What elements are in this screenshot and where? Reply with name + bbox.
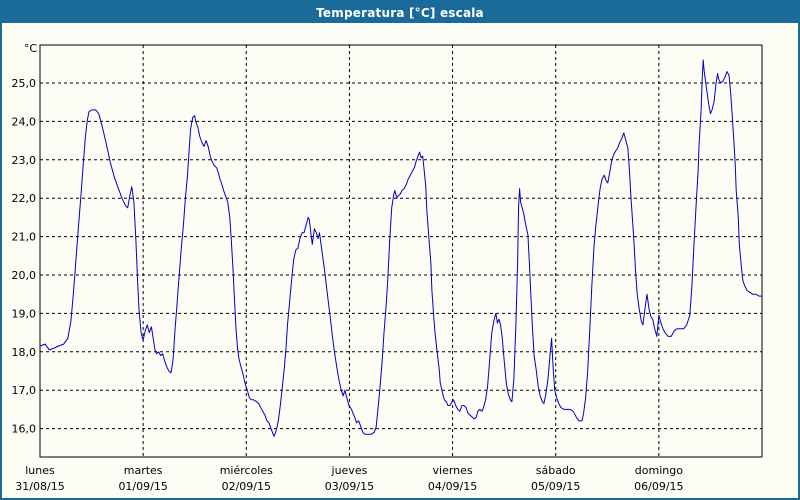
y-tick-label: 24,0 [12,115,37,128]
y-tick-label: 23,0 [12,154,37,167]
window-titlebar: Temperatura [°C] escala [2,2,798,23]
x-day-label: martes [124,464,163,477]
y-tick-label: 25,0 [12,77,37,90]
x-date-label: 04/09/15 [428,480,477,493]
y-tick-label: 20,0 [12,269,37,282]
y-unit-label: °C [24,42,38,55]
y-tick-label: 16,0 [12,423,37,436]
window-title: Temperatura [°C] escala [316,5,484,20]
y-tick-label: 17,0 [12,384,37,397]
x-day-label: domingo [635,464,683,477]
y-tick-label: 19,0 [12,307,37,320]
x-date-label: 03/09/15 [325,480,374,493]
x-date-label: 02/09/15 [222,480,271,493]
y-tick-label: 22,0 [12,192,37,205]
plot-border [39,44,763,458]
x-day-label: jueves [331,464,368,477]
x-day-label: miércoles [220,464,273,477]
x-day-label: sábado [536,464,576,477]
temperature-line [39,59,763,437]
x-date-label: 05/09/15 [531,480,580,493]
x-day-label: viernes [433,464,473,477]
y-tick-label: 21,0 [12,231,37,244]
x-day-label: lunes [25,464,55,477]
y-tick-label: 18,0 [12,346,37,359]
x-date-label: 31/08/15 [15,480,64,493]
x-date-label: 01/09/15 [118,480,167,493]
x-date-label: 06/09/15 [634,480,683,493]
